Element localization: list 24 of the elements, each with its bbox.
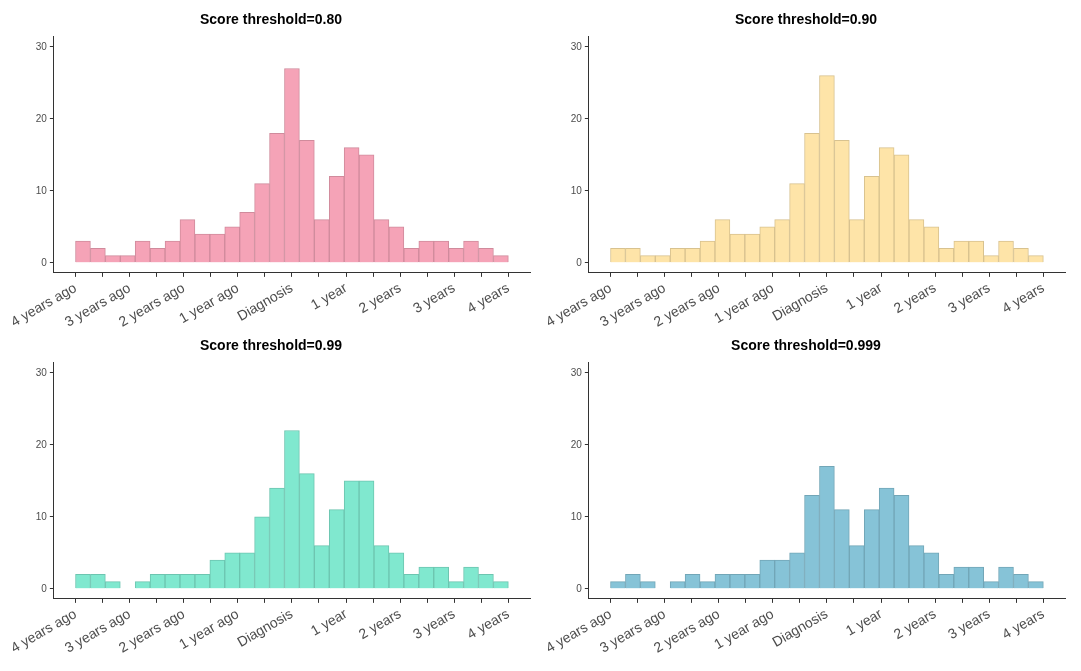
x-tick-label: 1 year [842, 605, 885, 639]
y-tick-label: 0 [41, 582, 48, 594]
chart-title: Score threshold=0.99 [199, 337, 343, 354]
y-tick-label: 30 [570, 366, 583, 378]
y-tick-label: 10 [570, 510, 583, 522]
x-tick-label: 1 year [842, 279, 885, 313]
y-tick-label: 10 [570, 184, 583, 196]
y-tick-label: 20 [35, 438, 48, 450]
x-tick-label: 1 year [307, 279, 350, 313]
chart-title: Score threshold=0.999 [731, 337, 882, 354]
y-tick-label: 30 [570, 40, 583, 52]
y-tick-label: 0 [576, 582, 583, 594]
y-tick-label: 20 [570, 112, 583, 124]
y-tick-label: 10 [35, 184, 48, 196]
y-tick-label: 30 [35, 40, 48, 52]
y-tick-label: 0 [576, 256, 583, 268]
x-tick-label: 1 year [307, 605, 350, 639]
y-tick-label: 10 [35, 510, 48, 522]
chart-title: Score threshold=0.80 [199, 11, 343, 28]
chart-title: Score threshold=0.90 [734, 11, 878, 28]
y-tick-label: 30 [35, 366, 48, 378]
y-tick-label: 0 [41, 256, 48, 268]
y-tick-label: 20 [570, 438, 583, 450]
y-tick-label: 20 [35, 112, 48, 124]
